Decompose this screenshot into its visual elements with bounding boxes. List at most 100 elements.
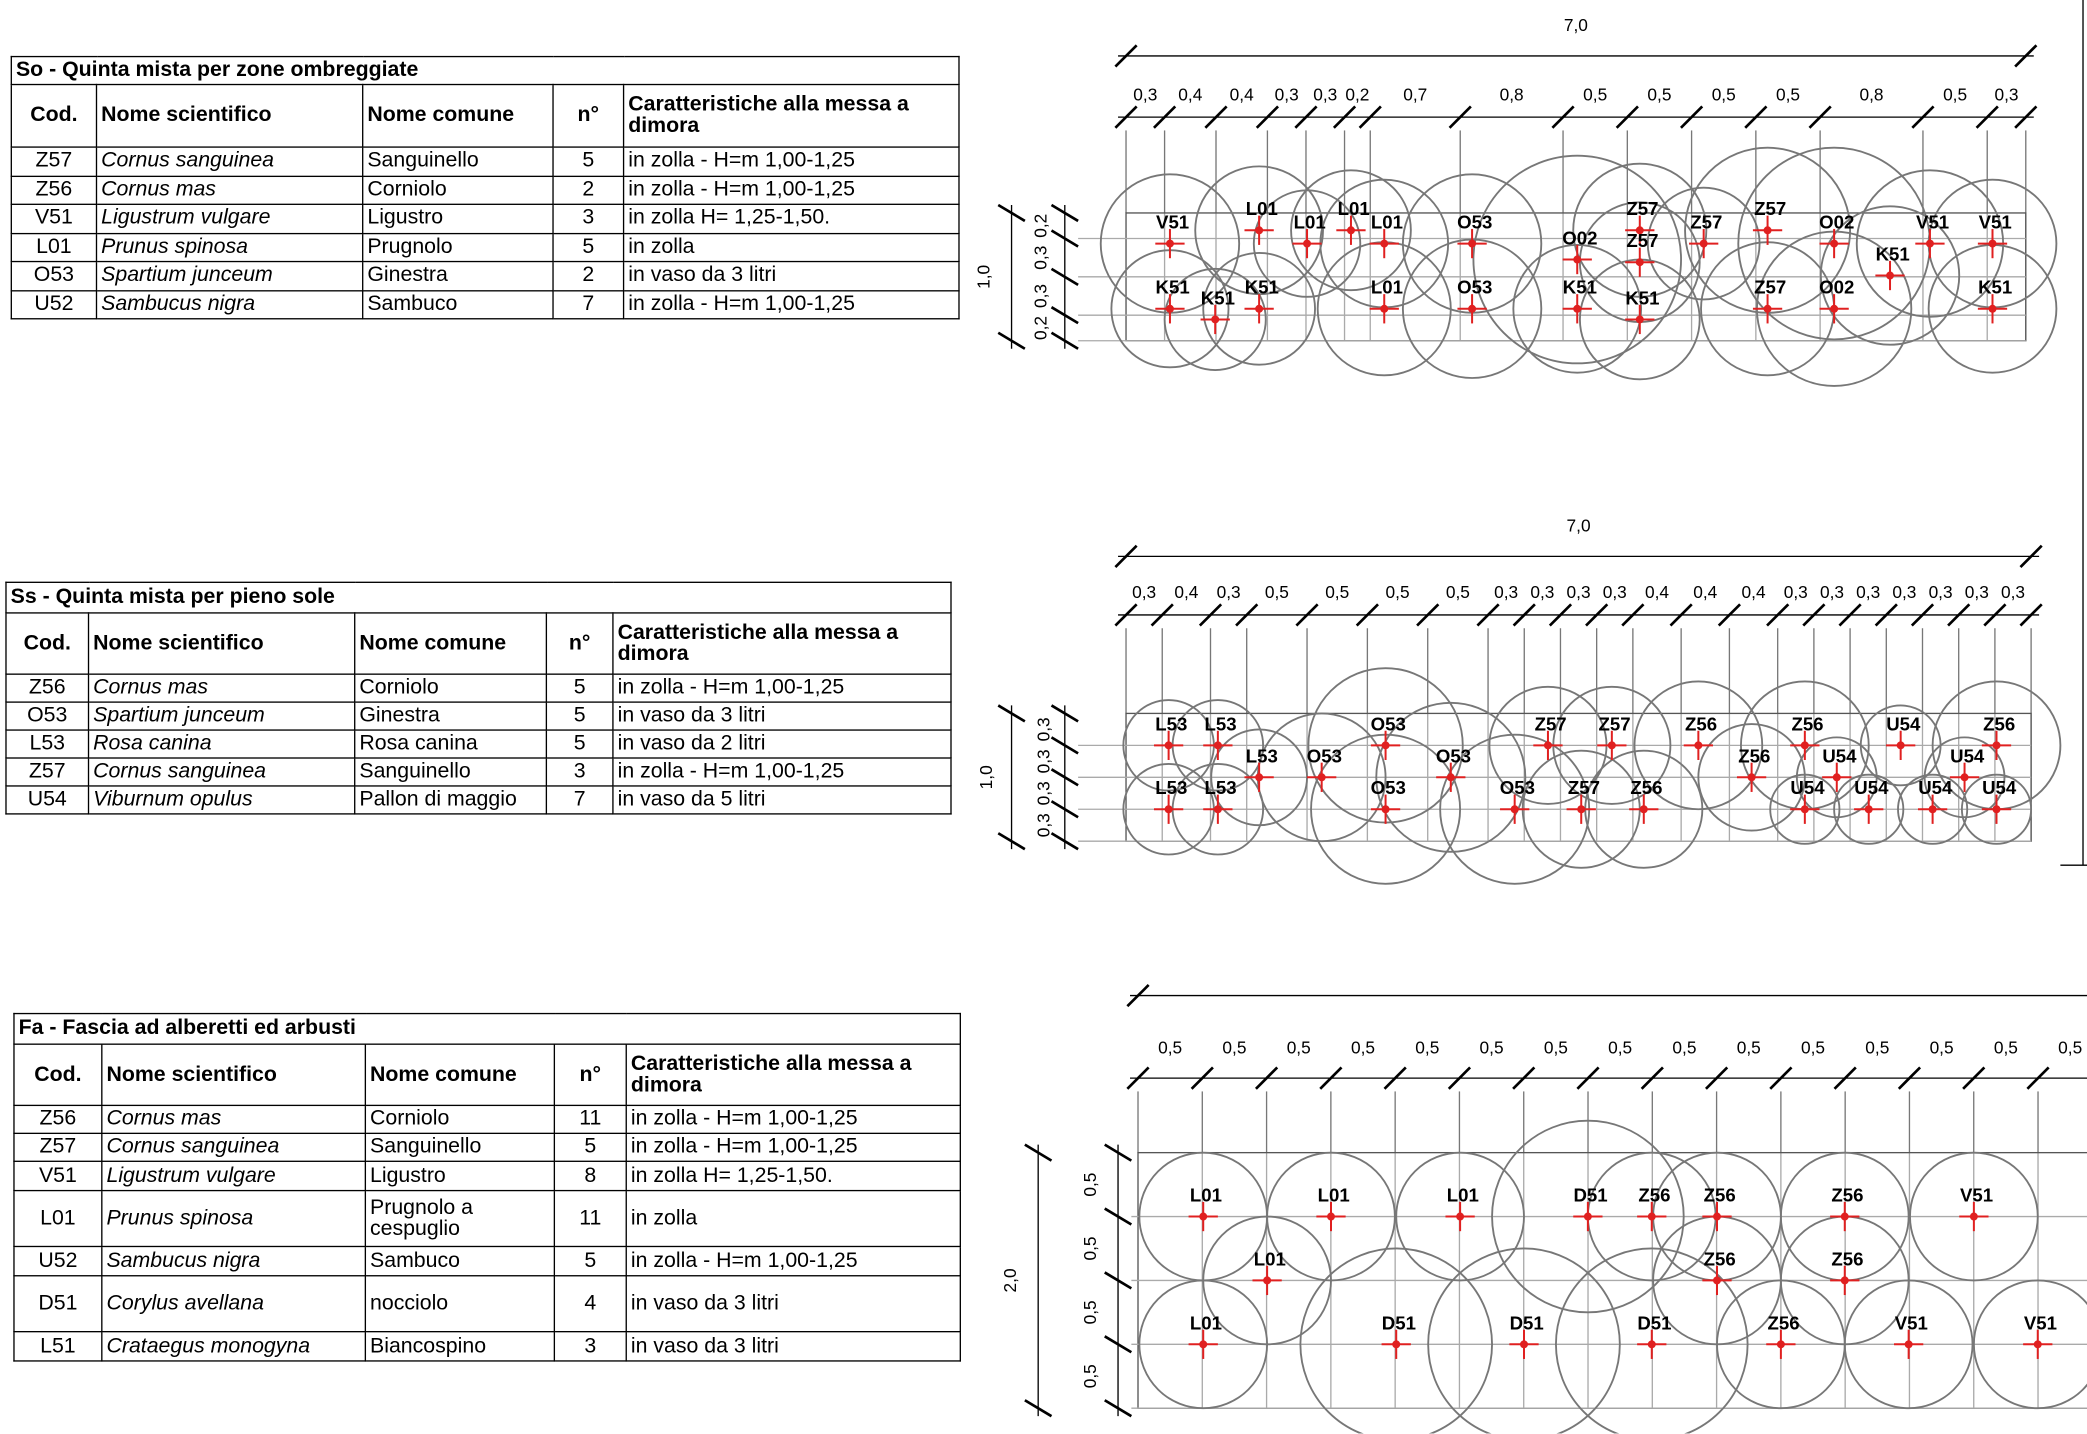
table-cell: 2 bbox=[552, 260, 625, 291]
plant-code: Z56 bbox=[1831, 1248, 1863, 1269]
table-row: Z56 Cornus mas Corniolo 2 in zolla - H=m 1,0… bbox=[10, 175, 960, 205]
plant-point bbox=[1896, 741, 1905, 750]
plant-point bbox=[1712, 1212, 1721, 1221]
plant-code: K51 bbox=[1156, 277, 1190, 298]
table-cell: 3 bbox=[552, 203, 625, 234]
height-end bbox=[997, 832, 1026, 851]
plant-point bbox=[1830, 239, 1839, 248]
table-cell: Spartium junceum bbox=[95, 260, 364, 291]
height-segment-label: 0,5 bbox=[1080, 1364, 1100, 1388]
dimension-end bbox=[1114, 44, 1138, 68]
plant-point bbox=[1255, 226, 1264, 235]
plant-point bbox=[1763, 226, 1772, 235]
plant-point bbox=[1925, 239, 1934, 248]
table-cell: 5 bbox=[553, 1132, 627, 1162]
plant-code: L01 bbox=[1371, 212, 1403, 233]
table-cell: in zolla - H=m 1,00-1,25 bbox=[622, 175, 960, 205]
plant-code: Z57 bbox=[1598, 713, 1630, 734]
segment-tick bbox=[1448, 105, 1472, 129]
segment-tick bbox=[1911, 105, 1935, 129]
height-segment-start bbox=[1050, 704, 1079, 723]
segment-label: 0,3 bbox=[1603, 582, 1627, 602]
total-height: 2,0 bbox=[1000, 1268, 1020, 1292]
canopy-circle bbox=[1633, 680, 1764, 811]
canopy-circle bbox=[1972, 1279, 2087, 1410]
table-cell: Sanguinello bbox=[362, 146, 554, 177]
title-row: Fa - Fascia ad alberetti ed arbusti bbox=[13, 1012, 962, 1045]
segment-tick bbox=[1833, 1066, 1857, 1090]
table-row: L01 Prunus spinosa Prugnolo a cespuglio 11 i… bbox=[13, 1189, 962, 1248]
segment-label: 0,5 bbox=[1776, 84, 1800, 104]
height-segment-label: 0,3 bbox=[1033, 717, 1053, 741]
plant-point bbox=[1199, 1340, 1208, 1349]
plant-point bbox=[1607, 741, 1616, 750]
plant-code: O53 bbox=[1307, 745, 1342, 766]
segment-tick bbox=[1204, 105, 1228, 129]
total-length: 7,0 bbox=[1567, 516, 1591, 536]
canopy-circle bbox=[1843, 1279, 1974, 1410]
height-segment-label: 0,5 bbox=[1080, 1236, 1100, 1260]
segment-tick bbox=[1705, 1066, 1729, 1090]
table-cell: Ligustro bbox=[362, 203, 554, 234]
plant-code: O53 bbox=[1436, 745, 1471, 766]
segment-tick bbox=[1897, 1066, 1922, 1090]
header-row: Cod. Nome scientifico Nome comune n° Caratte… bbox=[5, 612, 952, 675]
height-segment-tick bbox=[1050, 267, 1079, 286]
canopy-circle bbox=[1491, 1119, 1685, 1314]
segment-tick bbox=[1190, 1066, 1214, 1090]
plant-code: Z56 bbox=[1738, 745, 1770, 766]
segment-tick bbox=[1476, 603, 1500, 627]
plant-code: K51 bbox=[1978, 277, 2012, 298]
segment-label: 0,5 bbox=[1647, 84, 1671, 104]
plant-table: So - Quinta mista per zone ombreggiate Co… bbox=[10, 55, 960, 320]
plant-code: U54 bbox=[1982, 777, 2017, 798]
table-row: V51 Ligustrum vulgare Ligustro 8 in zolla H=… bbox=[13, 1160, 962, 1192]
table-cell: 8 bbox=[553, 1160, 627, 1192]
segment-label: 0,3 bbox=[1784, 582, 1808, 602]
height-segment-tick bbox=[1050, 306, 1079, 325]
table-cell: Ligustrum vulgare bbox=[95, 203, 364, 234]
plant-point bbox=[1380, 239, 1389, 248]
table-cell: Sambuco bbox=[364, 1245, 556, 1277]
table-cell: Cornus mas bbox=[101, 1104, 367, 1135]
plant-code: U54 bbox=[1822, 745, 1857, 766]
table-cell: U54 bbox=[5, 785, 90, 815]
segment-label: 0,3 bbox=[1994, 84, 2018, 104]
segment-label: 0,3 bbox=[1313, 84, 1337, 104]
table-cell: Corniolo bbox=[354, 673, 548, 703]
segment-tick bbox=[2019, 603, 2043, 627]
plant-code: O53 bbox=[1457, 277, 1492, 298]
plant-point bbox=[1635, 258, 1644, 267]
table-cell: Pallon di maggio bbox=[354, 785, 548, 815]
plant-point bbox=[1699, 239, 1708, 248]
plant-code: L01 bbox=[1294, 212, 1326, 233]
plant-code: L01 bbox=[1447, 1184, 1479, 1205]
table-cell: Sanguinello bbox=[354, 757, 548, 787]
segment-label: 0,3 bbox=[1567, 582, 1591, 602]
plant-point bbox=[1380, 304, 1389, 313]
segment-label: 0,5 bbox=[2058, 1037, 2082, 1057]
plant-point bbox=[1712, 1276, 1721, 1285]
header-cell: Nome scientifico bbox=[87, 612, 356, 675]
height-segment-tick bbox=[1050, 832, 1079, 851]
segment-tick bbox=[1585, 603, 1609, 627]
table-cell: nocciolo bbox=[364, 1275, 556, 1333]
canopy-circle bbox=[1202, 251, 1316, 366]
plant-code: U54 bbox=[1886, 713, 1921, 734]
segment-label: 0,5 bbox=[1608, 1037, 1632, 1057]
segment-tick bbox=[1255, 105, 1280, 129]
height-segment-tick bbox=[1104, 1335, 1133, 1354]
segment-tick bbox=[1769, 1066, 1793, 1090]
segment-tick bbox=[1962, 1066, 1986, 1090]
table-cell: Rosa canina bbox=[87, 729, 356, 759]
table-cell: Cornus sanguinea bbox=[101, 1132, 367, 1162]
dimension-end bbox=[2019, 544, 2043, 568]
table-cell: Prugnolo bbox=[362, 232, 554, 263]
segment-label: 0,3 bbox=[1133, 84, 1157, 104]
table-cell: Sanguinello bbox=[364, 1132, 556, 1162]
table-cell: in vaso da 2 litri bbox=[612, 729, 952, 759]
plant-point bbox=[1840, 1212, 1849, 1221]
plant-point bbox=[1263, 1276, 1272, 1285]
plant-code: L01 bbox=[1254, 1248, 1286, 1269]
table-row: Z57 Cornus sanguinea Sanguinello 5 in zolla … bbox=[13, 1132, 962, 1162]
